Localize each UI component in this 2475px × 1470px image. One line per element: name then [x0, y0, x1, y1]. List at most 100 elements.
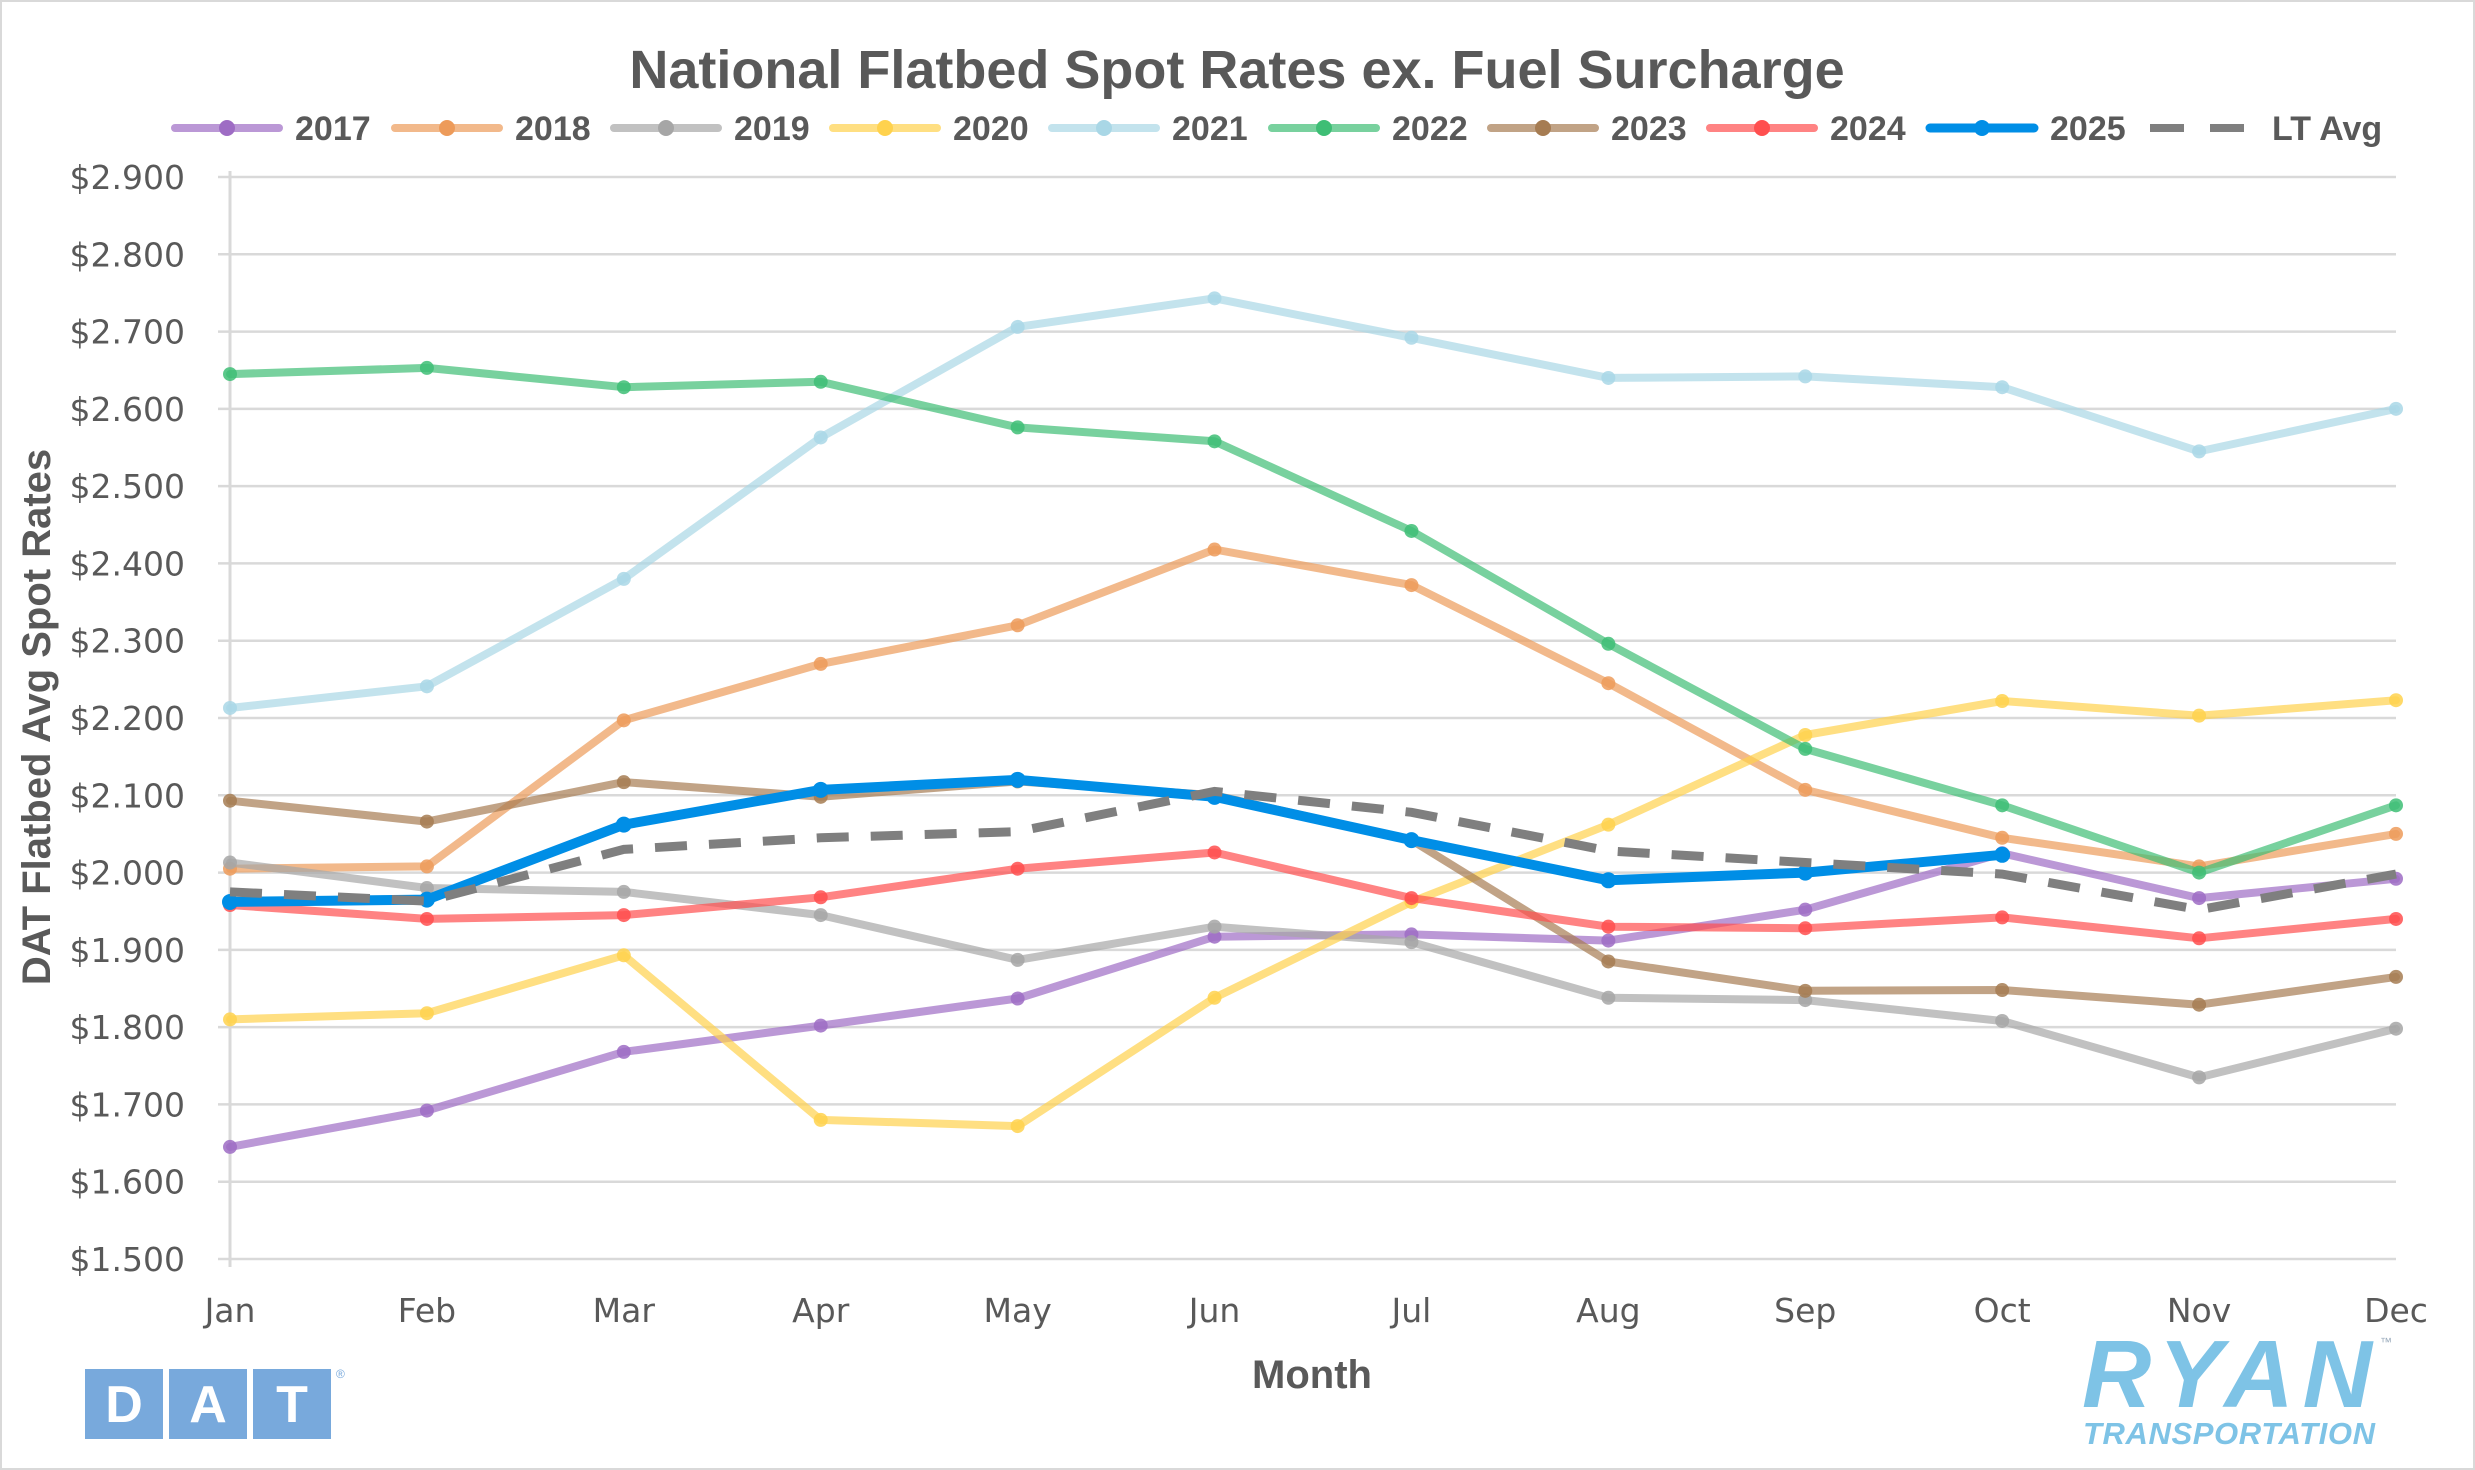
data-point	[1207, 929, 1222, 944]
x-tick-label: Mar	[593, 1291, 656, 1330]
data-point	[1798, 728, 1813, 743]
data-point	[616, 908, 631, 923]
data-point	[1601, 370, 1616, 385]
x-tick-label: Apr	[792, 1291, 850, 1330]
data-point	[1010, 952, 1025, 967]
x-axis-ticks: Jan Feb Mar Apr May Jun Jul Aug Sep Oct Nov Dec	[203, 1291, 2428, 1330]
legend-label: 2021	[1172, 110, 1248, 148]
dat-logo-tile	[253, 1369, 331, 1439]
legend-item: LT Avg	[2150, 110, 2382, 148]
x-tick-label: Jan	[203, 1291, 256, 1330]
data-point	[419, 859, 434, 874]
series-line	[226, 696, 2400, 1131]
series-line	[226, 848, 2400, 943]
data-point	[1995, 380, 2010, 395]
data-point	[813, 908, 828, 923]
legend-marker	[1096, 120, 1112, 136]
data-point	[1010, 861, 1025, 876]
data-point	[1995, 983, 2010, 998]
data-point	[616, 571, 631, 586]
data-point	[615, 816, 632, 833]
y-tick-label: $2.600	[70, 390, 185, 429]
legend-label: 2017	[295, 110, 371, 148]
x-tick-label: Jun	[1187, 1291, 1241, 1330]
legend-item: 2018	[391, 110, 591, 148]
data-point	[2389, 798, 2403, 813]
data-point	[1404, 523, 1419, 538]
data-point	[1995, 910, 2010, 925]
data-point	[616, 775, 631, 790]
y-tick-label: $2.200	[70, 699, 185, 738]
legend-marker	[219, 120, 235, 136]
ryan-logo-tagline: TRANSPORTATION	[2083, 1416, 2376, 1451]
legend-marker	[877, 120, 893, 136]
data-point	[616, 1044, 631, 1059]
y-axis-label: DAT Flatbed Avg Spot Rates	[15, 449, 59, 985]
data-point	[1995, 830, 2010, 845]
data-point	[1994, 846, 2011, 863]
legend-label: 2018	[515, 110, 591, 148]
gridlines	[218, 171, 2396, 1267]
legend-label: 2023	[1611, 110, 1687, 148]
y-tick-label: $1.600	[70, 1163, 185, 1202]
y-axis-ticks: $1.500 $1.600 $1.700 $1.800 $1.900 $2.000 $2.1…	[70, 158, 185, 1279]
data-point	[2192, 444, 2207, 459]
data-point	[616, 884, 631, 899]
data-point	[223, 367, 237, 382]
chart-title: National Flatbed Spot Rates ex. Fuel Sur…	[629, 40, 1844, 100]
x-tick-label: Oct	[1974, 1291, 2031, 1330]
legend-item: 2024	[1706, 110, 1906, 148]
data-point	[419, 814, 434, 829]
series-2021	[223, 291, 2403, 715]
data-point	[2389, 1021, 2403, 1036]
data-point	[223, 1139, 237, 1154]
data-point	[2192, 931, 2207, 946]
legend-label: 2020	[953, 110, 1029, 148]
y-tick-label: $2.900	[70, 158, 185, 197]
data-point	[1207, 542, 1222, 557]
data-point	[419, 881, 434, 896]
series-2025	[222, 771, 2011, 910]
legend-label: 2019	[734, 110, 810, 148]
data-point	[1207, 919, 1222, 934]
data-point	[223, 855, 237, 870]
legend-label: LT Avg	[2272, 110, 2382, 148]
series-2022	[223, 360, 2403, 880]
data-point	[1798, 921, 1813, 936]
series-line	[226, 849, 2400, 1151]
data-point	[812, 781, 829, 798]
data-point	[223, 793, 237, 808]
series-line	[229, 786, 2397, 915]
data-point	[2192, 708, 2207, 723]
data-point	[813, 656, 828, 671]
y-tick-label: $2.100	[70, 776, 185, 815]
data-point	[419, 360, 434, 375]
data-point	[1207, 845, 1222, 860]
legend: 2017 2018 2019 2020 2021 2022 2023 2024 2025 LT A…	[171, 110, 2382, 148]
series-lines	[222, 291, 2403, 1154]
y-tick-label: $1.900	[70, 931, 185, 970]
data-point	[1010, 1119, 1025, 1134]
registered-mark: ®	[336, 1367, 345, 1381]
x-tick-label: Sep	[1774, 1291, 1836, 1330]
data-point	[1798, 369, 1813, 384]
series-line	[226, 545, 2400, 873]
legend-marker	[658, 120, 674, 136]
data-point	[1601, 817, 1616, 832]
y-tick-label: $2.000	[70, 854, 185, 893]
legend-item: 2017	[171, 110, 371, 148]
data-point	[1010, 420, 1025, 435]
data-point	[1010, 991, 1025, 1006]
data-point	[1404, 891, 1419, 906]
legend-label: 2024	[1830, 110, 1906, 148]
data-point	[1207, 434, 1222, 449]
legend-item: 2021	[1048, 110, 1248, 148]
legend-marker	[1316, 120, 1332, 136]
legend-item: 2022	[1268, 110, 1468, 148]
data-point	[1798, 741, 1813, 756]
data-point	[223, 700, 237, 715]
y-tick-label: $2.300	[70, 622, 185, 661]
series-2019	[223, 855, 2403, 1085]
